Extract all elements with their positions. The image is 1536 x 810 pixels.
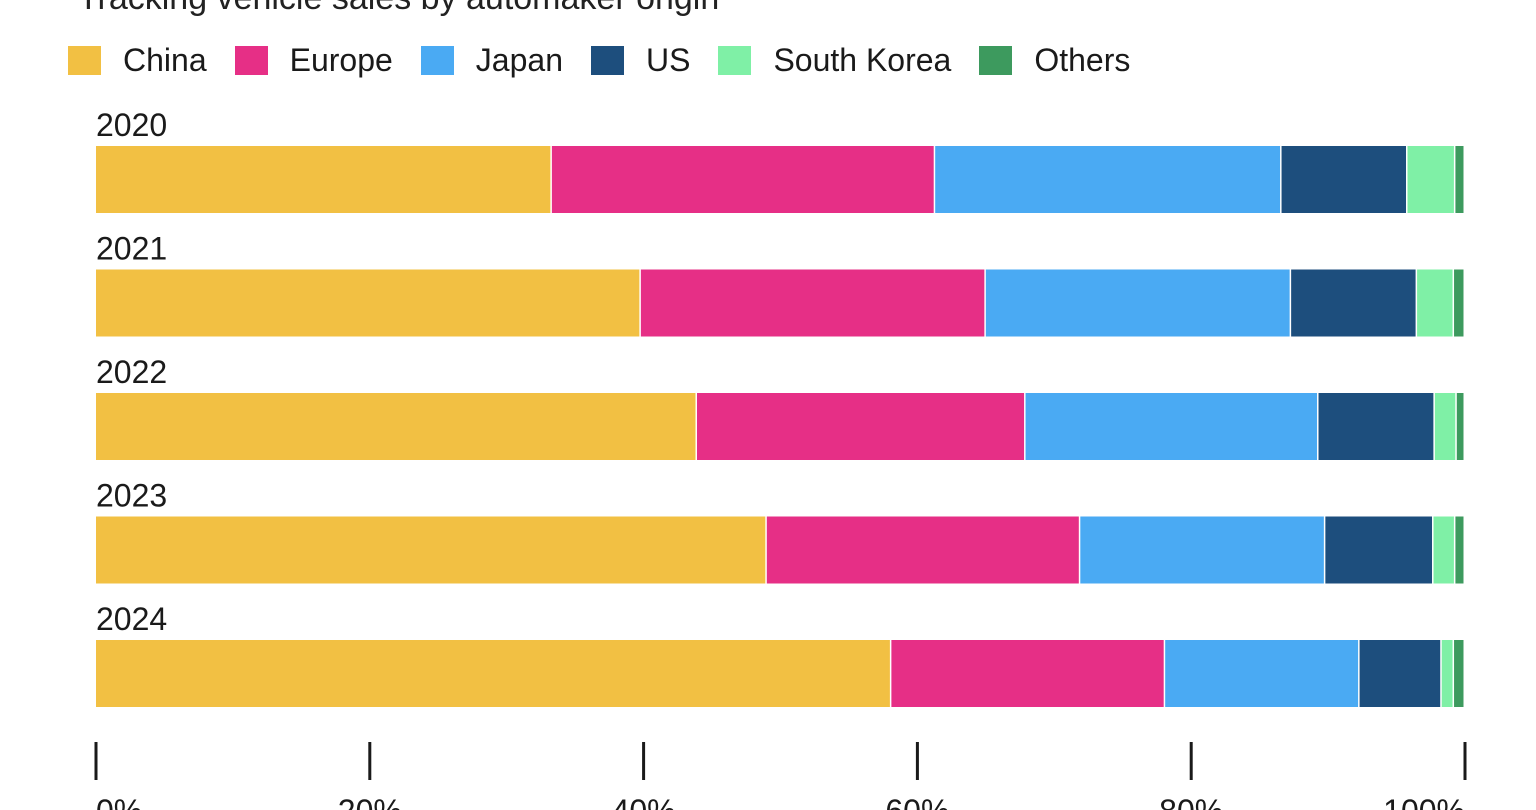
bar-segment-2020-china	[96, 146, 551, 213]
bar-segment-2022-south-korea	[1434, 393, 1456, 460]
bar-segment-2023-others	[1455, 516, 1464, 584]
bar-segment-2022-others	[1456, 393, 1464, 460]
legend-swatch-europe	[234, 45, 268, 75]
legend-label-japan: Japan	[475, 41, 563, 78]
legend-item-us: US	[590, 41, 691, 79]
bar-segment-2023-us	[1325, 516, 1433, 584]
x-tick-label-3: 60%	[885, 793, 949, 810]
bar-segment-2023-europe	[766, 516, 1079, 584]
bar-segment-2024-europe	[891, 640, 1164, 707]
bar-segment-2021-china	[96, 269, 640, 337]
bar-segment-2024-japan	[1165, 640, 1359, 707]
bar-segment-2022-japan	[1025, 393, 1318, 460]
category-label-2022: 2022	[96, 354, 167, 390]
legend-item-europe: Europe	[234, 41, 393, 79]
x-tick-label-5: 100%	[1383, 793, 1465, 810]
chart-legend: China Europe Japan US South Korea Others	[68, 40, 1158, 80]
bar-segment-2022-us	[1318, 393, 1434, 460]
x-tick-label-1: 20%	[338, 793, 402, 810]
bar-segment-2023-china	[96, 516, 766, 584]
category-label-2020: 2020	[96, 107, 167, 143]
x-tick-label-0: 0%	[96, 793, 142, 810]
bar-segment-2021-others	[1454, 269, 1464, 337]
legend-swatch-south-korea	[718, 45, 752, 75]
legend-swatch-us	[590, 45, 624, 75]
category-label-2021: 2021	[96, 231, 167, 267]
bar-segment-2024-us	[1359, 640, 1441, 707]
category-label-2024: 2024	[96, 601, 167, 637]
bar-segment-2022-europe	[696, 393, 1025, 460]
bar-segment-2020-us	[1281, 146, 1406, 213]
legend-label-us: US	[645, 41, 691, 78]
chart-subtitle: Tracking vehicle sales by automaker orig…	[78, 0, 719, 18]
bar-segment-2020-japan	[935, 146, 1281, 213]
legend-label-others: Others	[1034, 41, 1131, 78]
legend-label-south-korea: South Korea	[773, 41, 952, 78]
bar-segment-2020-south-korea	[1407, 146, 1454, 213]
bar-segment-2024-south-korea	[1441, 640, 1453, 707]
legend-swatch-china	[68, 45, 101, 75]
bar-segment-2021-japan	[985, 269, 1290, 337]
legend-swatch-others	[979, 45, 1013, 75]
bar-segment-2024-others	[1454, 640, 1464, 707]
legend-item-china: China	[68, 42, 207, 79]
legend-label-europe: Europe	[289, 41, 393, 78]
bar-segment-2021-south-korea	[1417, 269, 1453, 337]
category-label-2023: 2023	[96, 478, 167, 514]
legend-item-japan: Japan	[420, 41, 563, 79]
bar-segment-2020-others	[1455, 146, 1464, 213]
legend-item-south-korea: South Korea	[718, 42, 951, 79]
legend-label-china: China	[123, 41, 207, 78]
legend-item-others: Others	[979, 42, 1130, 79]
bar-segment-2022-china	[96, 393, 696, 460]
x-tick-label-4: 80%	[1159, 793, 1223, 810]
bar-segment-2024-china	[96, 640, 890, 707]
bar-segment-2023-japan	[1080, 516, 1324, 584]
bar-segment-2021-us	[1291, 269, 1416, 337]
x-tick-label-2: 40%	[612, 793, 676, 810]
legend-swatch-japan	[420, 45, 454, 75]
bar-segment-2020-europe	[551, 146, 934, 213]
bar-segment-2021-europe	[640, 269, 985, 337]
bar-segment-2023-south-korea	[1433, 516, 1454, 584]
